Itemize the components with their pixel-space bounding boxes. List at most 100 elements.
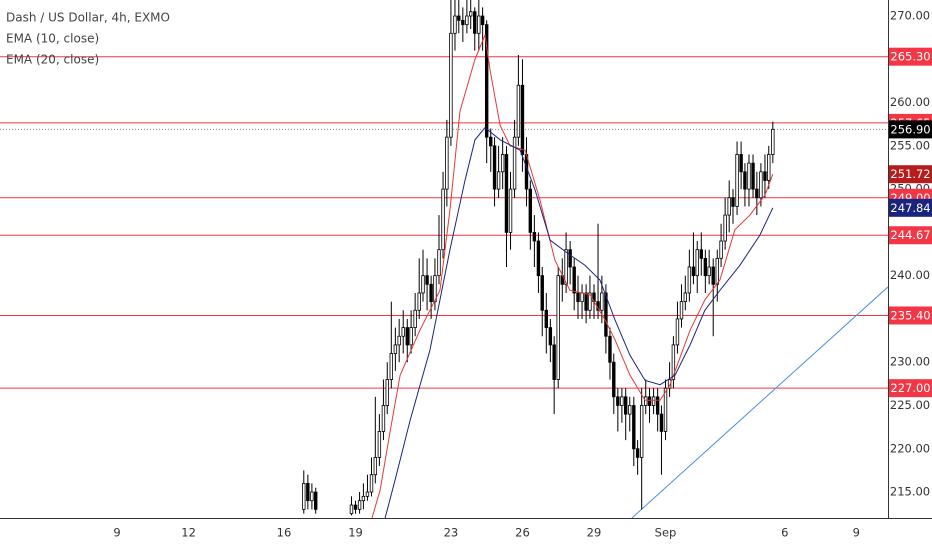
candle-body [759, 171, 763, 199]
candle-body [528, 188, 533, 233]
candle-body [429, 283, 433, 303]
candle-body [735, 154, 739, 207]
candle-body [536, 240, 541, 277]
candle-body [715, 257, 719, 285]
candle-body [520, 84, 525, 155]
candle-body [365, 491, 370, 497]
x-tick-label: 9 [853, 526, 860, 540]
y-tick-label: 270.00 [890, 9, 930, 23]
candle-body [393, 344, 398, 354]
level-label: 227.00 [890, 381, 930, 395]
level-label: 235.40 [890, 308, 930, 322]
candle-body [723, 214, 727, 242]
candle-body [683, 292, 688, 303]
x-tick-label: 6 [781, 526, 788, 540]
candle-body [604, 292, 608, 337]
level-label-box [889, 47, 932, 66]
candle-body [480, 15, 485, 26]
x-tick-label: 26 [515, 526, 530, 540]
candle-body [628, 405, 632, 415]
candle-body [306, 482, 310, 502]
candle-body [512, 136, 517, 190]
candle-body [755, 188, 759, 199]
candle-body [508, 188, 513, 233]
ema-label-box [889, 165, 932, 184]
y-tick-label: 230.00 [890, 355, 930, 369]
candle-body [433, 275, 437, 303]
candle-body [425, 275, 429, 285]
y-tick-label: 225.00 [890, 398, 930, 412]
candle-body [651, 396, 656, 406]
candle-body [457, 15, 461, 21]
candle-body [612, 361, 616, 398]
candle-body [639, 405, 644, 458]
x-tick-label: 12 [181, 526, 196, 540]
y-tick-label: 215.00 [890, 485, 930, 499]
candle-body [635, 448, 640, 458]
candle-body [445, 136, 449, 190]
candle-body [584, 292, 588, 311]
candle-body [548, 327, 553, 346]
candle-body [385, 379, 389, 406]
candle-body [461, 19, 465, 26]
plot-area [0, 0, 888, 518]
legend-entry: EMA (10, close) [6, 32, 99, 46]
candle-body [556, 275, 560, 380]
candle-body [711, 266, 715, 285]
chart-title: Dash / US Dollar, 4h, EXMO [6, 11, 170, 25]
candle-body [361, 495, 366, 502]
candle-body [477, 15, 481, 34]
candle-body [699, 249, 703, 259]
candle-body [659, 413, 664, 432]
candle-body [647, 396, 652, 406]
candle-body [616, 396, 620, 406]
candle-body [314, 491, 318, 510]
level-label-box [889, 306, 932, 325]
candle-body [373, 457, 378, 476]
candle-body [357, 500, 362, 510]
candle-body [397, 335, 401, 346]
candle-body [413, 309, 417, 328]
candle-body [580, 292, 584, 303]
candle-body [747, 162, 751, 190]
candle-body [771, 128, 775, 155]
candle-body [564, 249, 568, 285]
candle-body [349, 504, 354, 515]
candle-body [763, 171, 767, 181]
candle-body [544, 309, 548, 328]
candle-body [588, 292, 592, 311]
candle-body [576, 292, 580, 303]
candle-body [405, 327, 409, 346]
candle-body [600, 292, 604, 311]
candle-body [500, 154, 505, 173]
x-tick-label: 29 [587, 526, 602, 540]
candle-body [572, 266, 576, 294]
candle-body [532, 231, 537, 242]
candle-body [437, 249, 441, 277]
candle-body [310, 491, 314, 502]
ema-label-box [889, 198, 932, 217]
candle-body [449, 32, 453, 138]
x-tick-label: 19 [348, 526, 363, 540]
candle-body [751, 162, 755, 190]
candle-body [731, 197, 735, 207]
last-price-label-box [889, 120, 932, 139]
candle-body [417, 292, 421, 311]
candle-body [671, 344, 676, 380]
candle-body [377, 431, 382, 458]
candle-body [663, 387, 668, 432]
x-tick-label: 16 [277, 526, 292, 540]
candle-body [679, 301, 684, 320]
y-tick-label: 260.00 [890, 95, 930, 109]
candle-body [727, 197, 731, 216]
candle-body [695, 249, 699, 277]
candle-body [687, 266, 692, 294]
candle-body [568, 249, 572, 268]
candle-body [401, 327, 405, 337]
legend-entry: EMA (20, close) [6, 53, 99, 67]
candle-body [389, 353, 394, 380]
y-tick-label: 255.00 [890, 138, 930, 152]
ema-line [384, 126, 774, 518]
level-label: 244.67 [890, 228, 930, 242]
